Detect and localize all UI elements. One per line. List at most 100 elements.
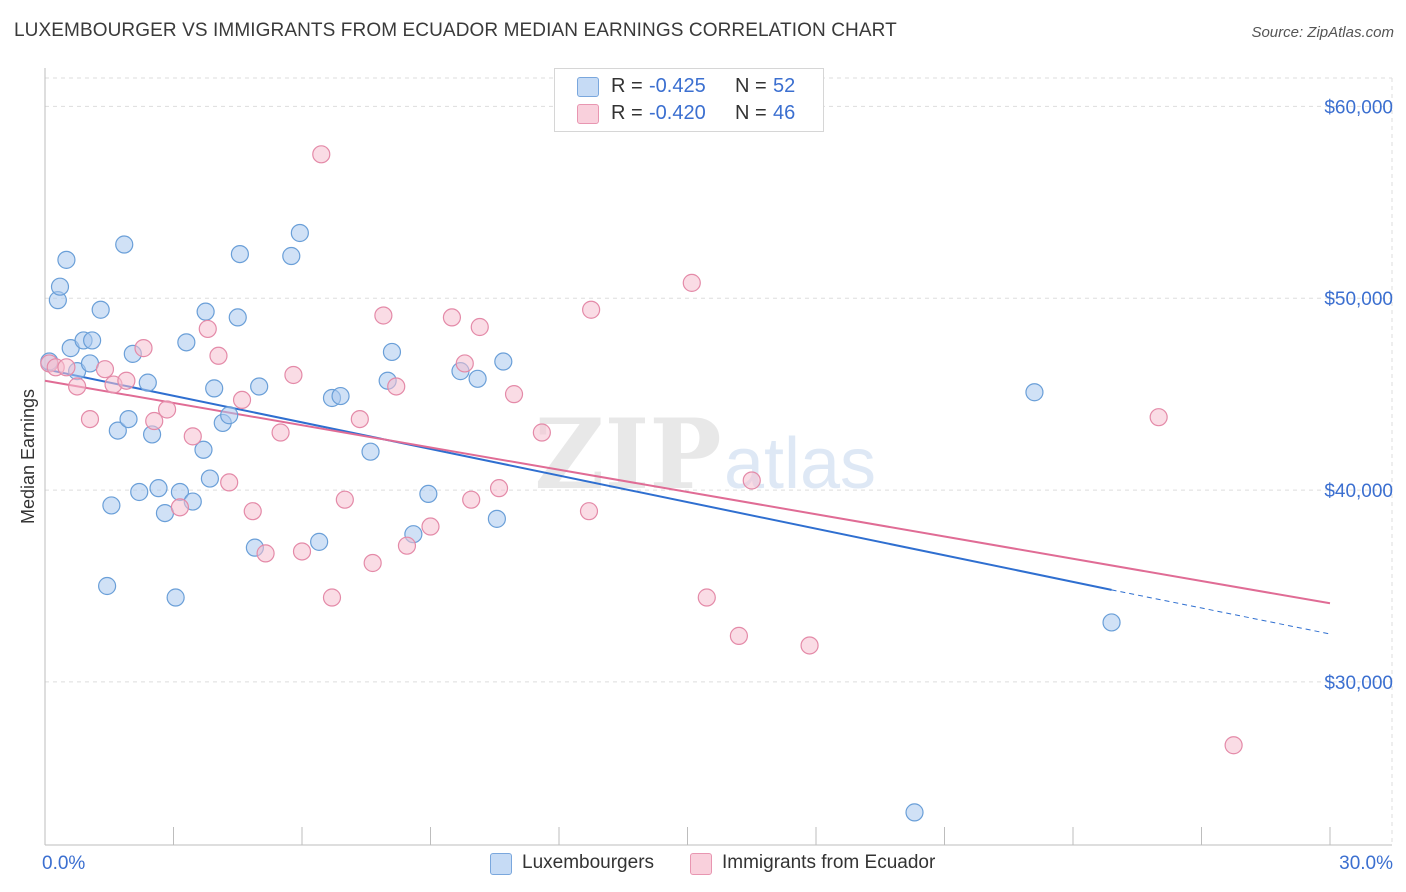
ecuador-point[interactable] [455, 354, 474, 373]
ecuador-point[interactable] [80, 409, 100, 429]
luxembourger-point[interactable] [91, 300, 110, 319]
ecuador-point[interactable] [183, 427, 202, 446]
stats-legend: R = -0.425 N = 52 R = -0.420 N = 46 [554, 68, 824, 132]
ecuador-point[interactable] [271, 423, 290, 442]
luxembourger-point[interactable] [250, 377, 269, 396]
luxembourger-point[interactable] [905, 803, 924, 822]
ecuador-point[interactable] [697, 588, 716, 607]
luxembourger-point[interactable] [1102, 613, 1121, 632]
legend-swatch-blue [490, 853, 512, 875]
y-tick-label: $60,000 [1324, 97, 1393, 118]
luxembourger-point[interactable] [115, 235, 134, 254]
legend-r-label: R = [611, 75, 643, 97]
luxembourger-point[interactable] [230, 244, 249, 264]
luxembourger-point[interactable] [138, 373, 157, 392]
luxembourger-point[interactable] [1025, 383, 1044, 402]
luxembourger-point[interactable] [228, 308, 247, 327]
legend-swatch-pink [690, 853, 712, 875]
legend-r-label: R = [611, 102, 643, 124]
ecuador-point[interactable] [57, 358, 76, 377]
trendline-ecuador [44, 379, 1331, 605]
trendline-luxembourgers [44, 368, 1112, 591]
x-tick-label: 0.0% [42, 853, 85, 874]
ecuador-point[interactable] [363, 553, 382, 573]
watermark-atlas: atlas [724, 424, 876, 504]
ecuador-point[interactable] [243, 502, 262, 521]
trendline-extension [1111, 589, 1331, 635]
ecuador-point[interactable] [742, 471, 761, 490]
luxembourger-point[interactable] [282, 246, 301, 266]
luxembourger-point[interactable] [166, 588, 185, 607]
legend-swatch-pink [577, 104, 599, 124]
luxembourger-point[interactable] [468, 369, 487, 388]
luxembourger-point[interactable] [290, 223, 309, 243]
luxembourger-point[interactable] [98, 576, 117, 596]
y-tick-label: $30,000 [1324, 673, 1393, 694]
ecuador-point[interactable] [117, 371, 136, 390]
luxembourger-point[interactable] [200, 469, 220, 488]
ecuador-point[interactable] [582, 300, 601, 319]
ecuador-point[interactable] [374, 306, 393, 325]
source-credit: Source: ZipAtlas.com [1251, 24, 1394, 41]
x-tick-label: 30.0% [1339, 853, 1393, 874]
luxembourger-point[interactable] [487, 509, 506, 528]
legend-swatch-blue [577, 77, 599, 97]
ecuador-point[interactable] [95, 360, 115, 379]
luxembourger-point[interactable] [149, 479, 168, 498]
ecuador-point[interactable] [397, 536, 417, 555]
luxembourger-point[interactable] [361, 442, 380, 461]
ecuador-point[interactable] [335, 490, 354, 509]
ecuador-point[interactable] [489, 479, 509, 498]
luxembourger-point[interactable] [177, 333, 196, 352]
ecuador-point[interactable] [442, 308, 462, 327]
ecuador-point[interactable] [284, 365, 303, 385]
ecuador-point[interactable] [387, 377, 406, 396]
ecuador-point[interactable] [145, 411, 164, 431]
legend-n-label: N = [735, 75, 767, 97]
ecuador-point[interactable] [579, 502, 599, 521]
luxembourger-point[interactable] [130, 482, 149, 502]
ecuador-point[interactable] [1224, 736, 1243, 755]
ecuador-point[interactable] [232, 390, 252, 410]
ecuador-point[interactable] [170, 498, 190, 517]
luxembourger-point[interactable] [119, 409, 138, 429]
legend-r-value: -0.425 [649, 75, 706, 97]
luxembourger-point[interactable] [194, 440, 213, 459]
ecuador-point[interactable] [504, 385, 524, 404]
ecuador-point[interactable] [209, 346, 228, 365]
luxembourger-point[interactable] [83, 331, 102, 350]
luxembourger-point[interactable] [310, 532, 329, 551]
ecuador-point[interactable] [729, 626, 749, 645]
luxembourger-point[interactable] [50, 277, 70, 296]
luxembourger-point[interactable] [331, 386, 350, 406]
luxembourger-point[interactable] [108, 421, 127, 440]
ecuador-point[interactable] [220, 473, 239, 492]
ecuador-point[interactable] [1149, 408, 1168, 427]
luxembourger-point[interactable] [102, 496, 121, 515]
luxembourger-point[interactable] [419, 484, 438, 504]
ecuador-point[interactable] [292, 542, 312, 561]
ecuador-point[interactable] [256, 544, 275, 563]
ecuador-point[interactable] [350, 409, 369, 429]
ecuador-point[interactable] [800, 636, 819, 655]
ecuador-point[interactable] [532, 423, 551, 442]
luxembourger-point[interactable] [57, 250, 76, 269]
ecuador-point[interactable] [198, 319, 217, 339]
ecuador-point[interactable] [312, 145, 331, 164]
luxembourger-point[interactable] [220, 406, 239, 425]
ecuador-point[interactable] [462, 490, 481, 509]
luxembourger-point[interactable] [382, 342, 402, 362]
ecuador-point[interactable] [470, 317, 489, 337]
legend-r-value: -0.420 [649, 102, 706, 124]
ecuador-point[interactable] [421, 517, 440, 536]
luxembourger-point[interactable] [196, 302, 215, 321]
ecuador-point[interactable] [322, 588, 342, 607]
ecuador-point[interactable] [157, 400, 177, 419]
ecuador-point[interactable] [682, 273, 701, 292]
legend-label: Luxembourgers [522, 852, 655, 873]
luxembourger-point[interactable] [494, 352, 513, 371]
ecuador-point[interactable] [134, 339, 153, 358]
luxembourger-point[interactable] [205, 379, 224, 398]
ecuador-point[interactable] [68, 377, 87, 396]
